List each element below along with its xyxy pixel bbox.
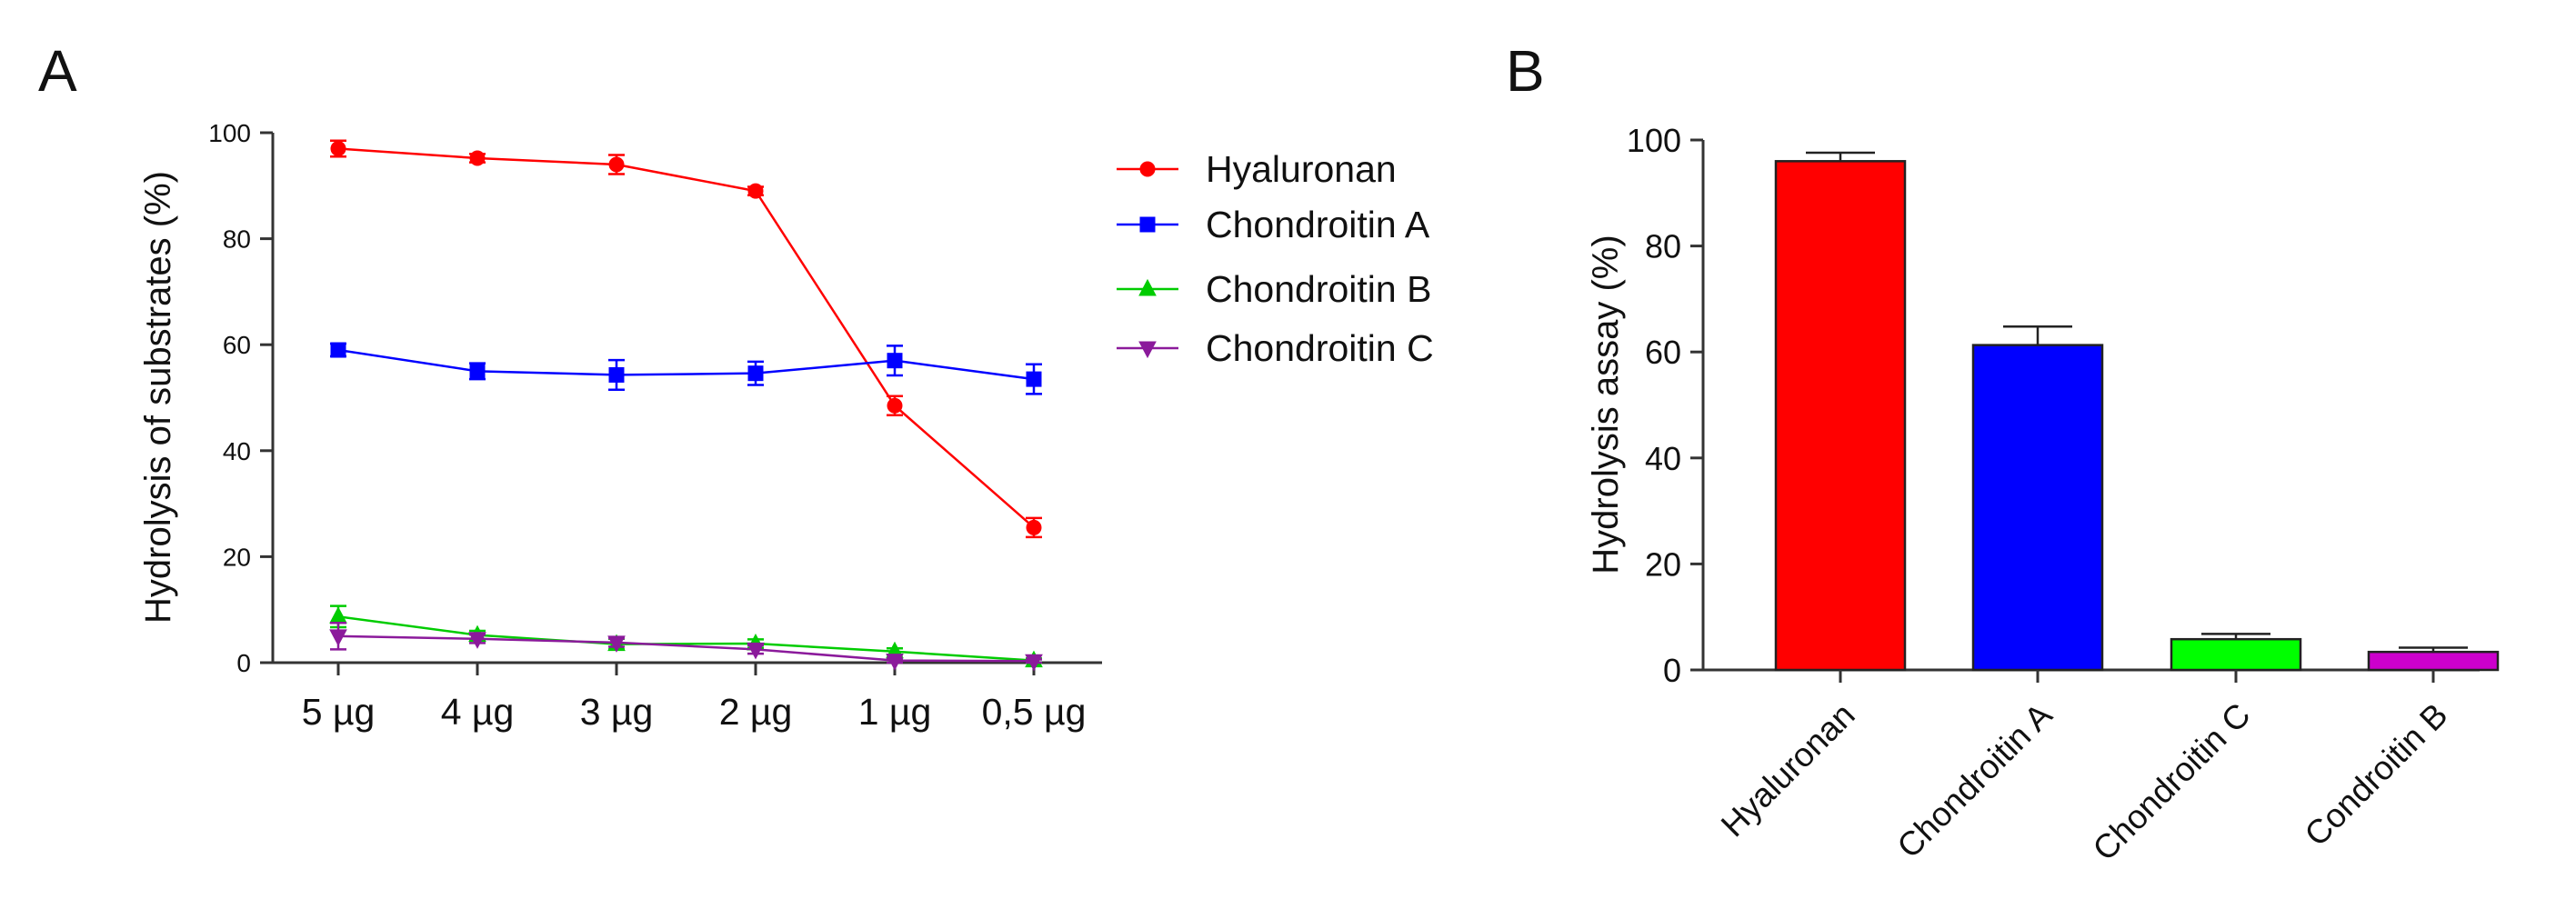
y-tick-label-a: 60 <box>223 331 251 359</box>
legend-item-chondroitin-a: Chondroitin A <box>1117 204 1430 245</box>
series-chondroitin-a <box>330 342 1042 395</box>
series-hyaluronan <box>330 139 1042 539</box>
panel-a-label: A <box>38 38 77 104</box>
x-ticks-a: 5 µg 4 µg 3 µg 2 µg 1 µg 0,5 µg <box>302 663 1087 733</box>
y-tick-label-b: 60 <box>1645 334 1681 371</box>
bar-chondroitin-a <box>1971 344 2104 672</box>
data-point-chondroitin-c <box>747 642 765 660</box>
data-point-chondroitin-a <box>1026 371 1042 387</box>
y-tick-label-a: 20 <box>223 543 251 571</box>
data-point-chondroitin-c <box>607 635 626 653</box>
x-tick-label-b: Chondroitin C <box>2086 696 2258 868</box>
legend-marker-chondroitin-c <box>1138 341 1157 359</box>
series-chondroitin-c <box>329 622 1043 672</box>
legend-item-hyaluronan: Hyaluronan <box>1117 148 1397 190</box>
data-point-hyaluronan <box>1026 519 1042 535</box>
y-tick-label-a: 0 <box>236 649 251 677</box>
y-tick-label-b: 40 <box>1645 440 1681 477</box>
data-point-hyaluronan <box>608 156 625 173</box>
legend-marker-hyaluronan <box>1139 161 1156 177</box>
y-tick-label-a: 80 <box>223 225 251 254</box>
legend-marker-chondroitin-b <box>1138 278 1157 296</box>
data-point-chondroitin-a <box>747 365 764 382</box>
series-line-hyaluronan <box>337 147 1035 529</box>
data-point-chondroitin-b <box>329 606 347 624</box>
x-tick-label-b: Hyaluronan <box>1714 696 1862 844</box>
bar-chondroitin-c <box>2170 637 2302 672</box>
data-point-chondroitin-a <box>887 353 903 369</box>
y-ticks-a: 0 20 40 60 80 100 <box>208 119 273 677</box>
x-tick-label-a: 5 µg <box>302 691 376 733</box>
y-tick-label-b: 20 <box>1645 545 1681 583</box>
bars-b <box>1774 151 2500 672</box>
y-tick-label-b: 80 <box>1645 228 1681 265</box>
bar-condroitin-b <box>2367 650 2500 672</box>
bar-hyaluronan <box>1774 160 1907 672</box>
y-tick-label-b: 100 <box>1627 122 1681 159</box>
data-point-hyaluronan <box>330 140 346 156</box>
x-tick-label-a: 4 µg <box>441 691 515 733</box>
y-tick-label-a: 40 <box>223 437 251 465</box>
series-line-chondroitin-a <box>337 348 1035 381</box>
y-axis-title-a: Hydrolysis of substrates (%) <box>138 171 178 624</box>
data-point-chondroitin-c <box>886 654 904 671</box>
data-point-hyaluronan <box>747 183 764 199</box>
legend-label: Chondroitin A <box>1206 204 1430 245</box>
legend-item-chondroitin-c: Chondroitin C <box>1117 327 1434 369</box>
x-tick-label-a: 3 µg <box>580 691 654 733</box>
legend-label: Chondroitin B <box>1206 268 1431 310</box>
data-point-chondroitin-c <box>468 632 486 649</box>
legend-label: Hyaluronan <box>1206 148 1397 190</box>
data-point-hyaluronan <box>469 150 486 166</box>
y-ticks-b: 0 20 40 60 80 100 <box>1627 122 1703 689</box>
x-tick-label-b: Chondroitin A <box>1890 695 2060 864</box>
data-point-chondroitin-a <box>330 342 346 358</box>
x-tick-label-a: 0,5 µg <box>982 691 1087 733</box>
legend-label: Chondroitin C <box>1206 327 1434 369</box>
legend-marker-chondroitin-a <box>1139 216 1156 233</box>
y-tick-label-a: 100 <box>208 119 251 147</box>
x-tick-label-b: Condroitin B <box>2298 696 2455 854</box>
y-tick-label-b: 0 <box>1663 652 1681 689</box>
data-point-chondroitin-a <box>608 366 625 383</box>
x-tick-label-a: 2 µg <box>719 691 793 733</box>
legend-item-chondroitin-b: Chondroitin B <box>1117 268 1431 310</box>
series-group-a <box>329 139 1043 672</box>
series-line-chondroitin-c <box>337 634 1035 663</box>
bar-chart-b: 0 20 40 60 80 100 Hyaluronan Chondroitin A Chon… <box>1586 122 2500 868</box>
y-axis-title-b: Hydrolysis assay (%) <box>1586 235 1626 574</box>
x-tick-label-a: 1 µg <box>858 691 932 733</box>
panel-b-label: B <box>1506 38 1545 104</box>
data-point-chondroitin-c <box>1025 654 1043 672</box>
data-point-chondroitin-a <box>469 363 486 379</box>
x-ticks-b: Hyaluronan Chondroitin A Chondroitin C Cond… <box>1714 670 2455 868</box>
legend-a: Hyaluronan Chondroitin A Chondroitin B Chon… <box>1117 148 1434 369</box>
series-chondroitin-b <box>329 604 1043 668</box>
data-point-hyaluronan <box>887 397 903 414</box>
series-line-chondroitin-b <box>337 615 1035 662</box>
data-point-chondroitin-c <box>329 629 347 646</box>
